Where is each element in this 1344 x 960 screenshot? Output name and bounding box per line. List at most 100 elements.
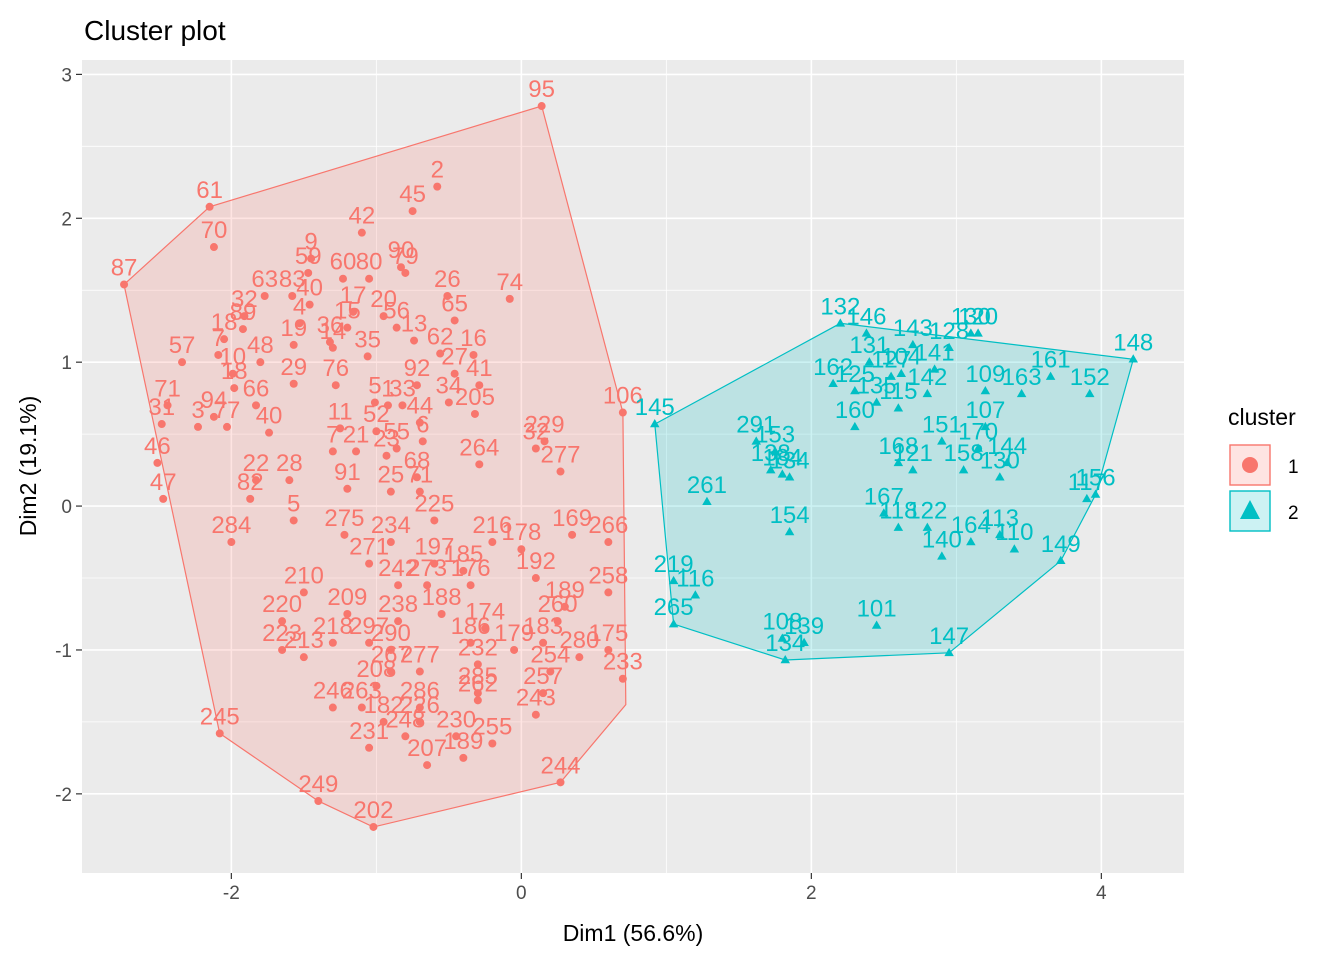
cluster-2-point — [995, 529, 1005, 539]
point-label: 138 — [751, 440, 791, 467]
cluster-1-point — [205, 202, 214, 211]
cluster-1-point — [343, 609, 352, 618]
cluster-1-point — [214, 350, 223, 359]
cluster-2-point — [828, 378, 838, 388]
cluster-2-point — [958, 465, 969, 474]
point-label: 35 — [354, 326, 381, 353]
point-label: 65 — [441, 290, 468, 317]
point-label: 220 — [262, 591, 302, 618]
cluster-1-point — [540, 437, 549, 446]
point-label: 40 — [256, 403, 283, 430]
cluster-1-point — [415, 667, 424, 676]
point-label: 297 — [349, 613, 389, 640]
x-tick-label: 2 — [806, 883, 817, 904]
point-label: 229 — [525, 411, 565, 438]
point-label: 151 — [922, 411, 962, 438]
point-label: 17 — [340, 282, 367, 309]
point-label: 188 — [422, 584, 462, 611]
cluster-1-point — [415, 418, 424, 427]
cluster-2-point — [777, 633, 788, 642]
cluster-1-point — [278, 617, 287, 626]
point-label: 134 — [765, 630, 805, 657]
point-label: 66 — [243, 375, 270, 402]
point-label: 5 — [287, 490, 300, 517]
point-label: 44 — [406, 393, 433, 420]
cluster-2-point — [871, 620, 882, 629]
cluster-2-point — [1090, 489, 1101, 498]
cluster-1-point — [372, 681, 381, 690]
point-label: 175 — [588, 620, 628, 647]
point-label: 29 — [280, 354, 307, 381]
legend-triangle-icon — [1240, 500, 1260, 519]
point-label: 71 — [406, 462, 433, 489]
point-label: 223 — [262, 620, 302, 647]
cluster-1-point — [415, 487, 424, 496]
point-label: 260 — [538, 591, 578, 618]
point-label: 68 — [404, 447, 431, 474]
cluster-1-point — [539, 638, 548, 647]
point-label: 145 — [635, 394, 675, 421]
point-label: 265 — [654, 594, 694, 621]
cluster-1-point — [430, 516, 439, 525]
cluster-1-point — [386, 645, 395, 654]
cluster-1-point — [575, 653, 584, 662]
cluster-2-point — [980, 421, 991, 431]
cluster-1-point — [418, 437, 427, 446]
point-label: 261 — [687, 472, 727, 499]
point-label: 176 — [451, 555, 491, 582]
point-label: 82 — [237, 469, 264, 496]
cluster-1-point — [444, 398, 453, 407]
cluster-2-point — [861, 328, 872, 337]
cluster-1-point — [546, 667, 555, 676]
point-label: 132 — [820, 293, 860, 320]
cluster-1-point — [295, 319, 304, 328]
point-label: 162 — [813, 354, 853, 381]
cluster-1-point — [240, 312, 249, 321]
point-label: 167 — [864, 483, 904, 510]
point-label: 263 — [342, 678, 382, 705]
point-label: 141 — [915, 339, 955, 366]
cluster-2-point — [784, 526, 795, 536]
cluster-2-point — [751, 436, 761, 445]
point-label: 147 — [929, 623, 969, 650]
point-label: 146 — [846, 303, 886, 330]
point-label: 36 — [317, 312, 344, 339]
point-label: 143 — [893, 315, 933, 342]
cluster-1-point — [289, 379, 298, 388]
point-label: 233 — [603, 649, 643, 676]
point-label: 55 — [383, 419, 410, 446]
cluster-1-point — [430, 559, 439, 568]
point-label: 156 — [1076, 465, 1116, 492]
point-label: 135 — [857, 372, 897, 399]
point-label: 3 — [191, 397, 204, 424]
cluster-1-point — [265, 428, 274, 437]
cluster-1-point — [604, 645, 613, 654]
grid-lines — [82, 60, 1184, 873]
legend-items: 12 — [1229, 444, 1299, 532]
point-label: 32 — [231, 286, 258, 313]
cluster-1-point — [473, 696, 482, 705]
cluster-1-point — [159, 494, 168, 503]
point-label: 56 — [383, 298, 410, 325]
point-label: 139 — [784, 613, 824, 640]
point-label: 178 — [501, 519, 541, 546]
point-label: 232 — [458, 634, 498, 661]
point-label: 185 — [443, 541, 483, 568]
cluster-1-point — [328, 447, 337, 456]
point-label: 208 — [356, 656, 396, 683]
point-label: 15 — [334, 298, 361, 325]
y-tick-label: 1 — [61, 353, 72, 374]
point-label: 207 — [407, 735, 447, 762]
point-label: 91 — [334, 459, 361, 486]
point-label: 209 — [327, 584, 367, 611]
cluster-1-point — [252, 401, 260, 410]
cluster-1-point — [394, 617, 403, 626]
cluster-1-point — [394, 581, 403, 590]
point-label: 266 — [588, 512, 628, 539]
cluster-1-point — [397, 263, 405, 272]
cluster-1-point — [349, 307, 358, 316]
point-label: 183 — [523, 613, 563, 640]
point-label: 32 — [522, 419, 549, 446]
cluster-1-point — [415, 703, 424, 712]
cluster-2-point — [893, 403, 904, 412]
